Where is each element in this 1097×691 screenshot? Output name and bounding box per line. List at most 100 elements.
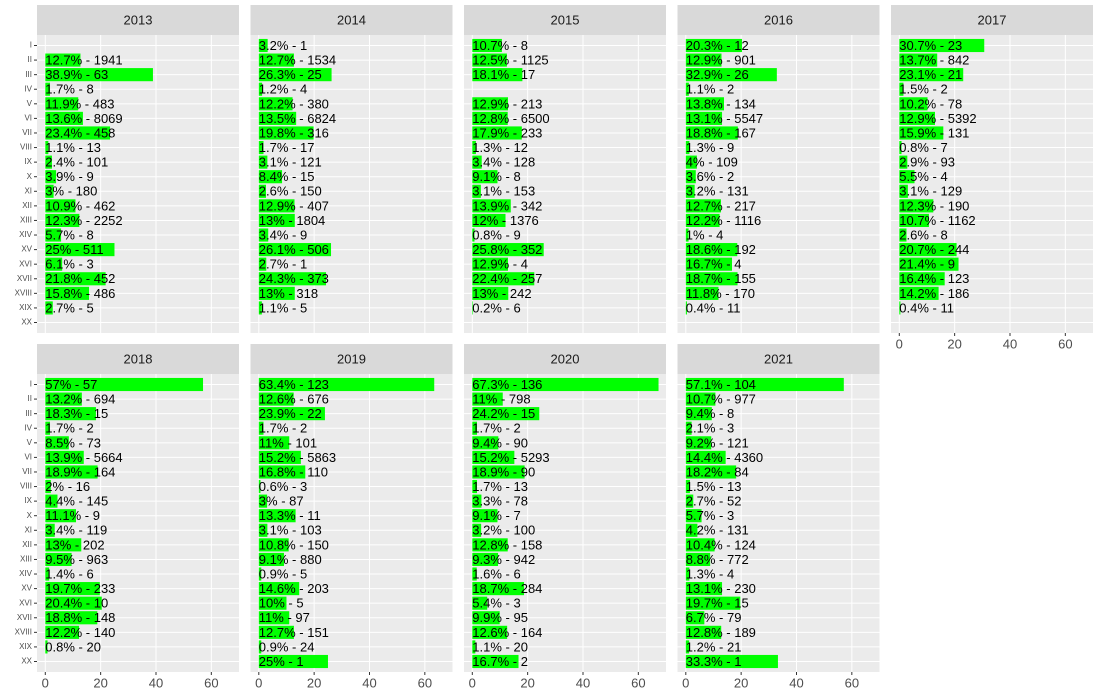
bar	[472, 184, 481, 198]
bar	[45, 450, 84, 464]
bar	[45, 243, 115, 257]
bar	[899, 68, 964, 82]
bar	[45, 257, 63, 271]
y-tick-label: XI	[24, 525, 32, 534]
bar	[258, 567, 262, 581]
bar	[472, 567, 477, 581]
bar-label: 13% - 242	[472, 286, 531, 301]
bar-label: 1.5% - 2	[899, 82, 947, 97]
bar-label: 25% - 511	[45, 242, 103, 257]
bar-label: 21.8% - 452	[45, 271, 115, 286]
y-tick-label: VI	[24, 114, 32, 123]
y-tick-label: I	[30, 380, 32, 389]
y-tick-label: VI	[24, 453, 32, 462]
bar	[258, 552, 284, 567]
bar-label: 3.2% - 131	[686, 184, 749, 199]
bar-label: 5.7% - 8	[45, 227, 93, 242]
bar-label: 1.6% - 6	[472, 566, 520, 581]
bar-label: 10.7% - 1162	[899, 213, 975, 228]
bar-label: 17.9% - 233	[472, 125, 542, 140]
bar-label: 1.1% - 20	[472, 639, 528, 654]
y-tick-label: XIX	[19, 303, 33, 312]
bar	[685, 479, 690, 494]
bar	[685, 523, 698, 537]
y-tick-label: XIV	[19, 569, 33, 578]
y-tick-label: VIII	[20, 143, 32, 152]
bar	[472, 509, 498, 523]
bar	[258, 184, 266, 198]
bar	[45, 567, 50, 581]
bar-label: 12.7% - 1941	[45, 53, 122, 68]
bar-label: 16.7% - 4	[686, 257, 742, 272]
bar	[472, 421, 478, 435]
bar	[472, 38, 502, 53]
x-tick-label: 20	[947, 336, 961, 351]
bar-label: 1.1% - 2	[686, 82, 734, 97]
bar	[45, 625, 80, 639]
bar	[472, 257, 508, 271]
x-tick-label: 60	[418, 675, 432, 690]
bar-label: 3.4% - 119	[45, 523, 107, 538]
bar-label: 18.1% - 17	[472, 67, 535, 82]
facet-title: 2013	[124, 12, 153, 27]
bar-label: 11% - 97	[259, 610, 310, 625]
bar	[899, 228, 907, 242]
bar-label: 8.4% - 15	[259, 169, 315, 184]
y-tick-label: VIII	[20, 482, 32, 491]
bar-label: 12.9% - 407	[259, 198, 329, 213]
bar-label: 13.7% - 842	[899, 53, 969, 68]
bar	[258, 301, 262, 315]
bar-label: 5.4% - 3	[472, 596, 520, 611]
bar	[899, 199, 934, 213]
bar-label: 13.9% - 342	[472, 198, 542, 213]
bar-label: 2.1% - 3	[686, 421, 734, 436]
bar	[472, 213, 506, 228]
bar	[685, 140, 690, 155]
bar-label: 0.9% - 5	[259, 566, 307, 581]
bar	[472, 286, 509, 300]
bar-label: 10.7% - 977	[686, 392, 756, 407]
bar	[899, 301, 901, 315]
bar-label: 13.3% - 11	[259, 508, 321, 523]
bar	[258, 465, 306, 479]
y-tick-label: XI	[24, 186, 32, 195]
bar-label: 9.1% - 8	[472, 169, 520, 184]
bar	[685, 213, 720, 228]
bar	[45, 53, 81, 67]
bar-label: 1.7% - 2	[259, 421, 307, 436]
bar-label: 18.9% - 90	[472, 464, 535, 479]
bar	[685, 38, 742, 53]
bar-label: 18.8% - 148	[45, 610, 115, 625]
x-tick-label: 40	[789, 675, 803, 690]
bar-label: 1.5% - 13	[686, 479, 742, 494]
bar	[685, 582, 723, 596]
bar	[45, 421, 51, 435]
bar	[258, 155, 268, 169]
y-tick-label: VII	[22, 128, 32, 137]
x-tick-label: 20	[307, 675, 321, 690]
bar	[685, 257, 733, 271]
bar	[45, 228, 62, 242]
bar-label: 3.1% - 153	[472, 184, 535, 199]
bar	[685, 392, 716, 406]
x-tick-label: 60	[204, 675, 218, 690]
bar-label: 3.2% - 100	[472, 523, 535, 538]
bar	[685, 640, 690, 654]
bar	[45, 68, 153, 82]
bar	[45, 377, 204, 392]
bar	[258, 257, 267, 271]
bar	[45, 213, 80, 228]
strip	[250, 5, 453, 35]
bar	[472, 140, 476, 155]
bar-label: 0.8% - 9	[472, 227, 520, 242]
bar	[258, 582, 300, 596]
bar	[472, 199, 511, 213]
bar	[258, 421, 264, 435]
bar-label: 15.8% - 486	[45, 286, 115, 301]
bar	[258, 377, 435, 392]
bar	[685, 450, 726, 464]
bar-label: 1.3% - 9	[686, 140, 734, 155]
bar-label: 12.5% - 1125	[472, 53, 548, 68]
y-tick-label: XVIII	[15, 627, 32, 636]
